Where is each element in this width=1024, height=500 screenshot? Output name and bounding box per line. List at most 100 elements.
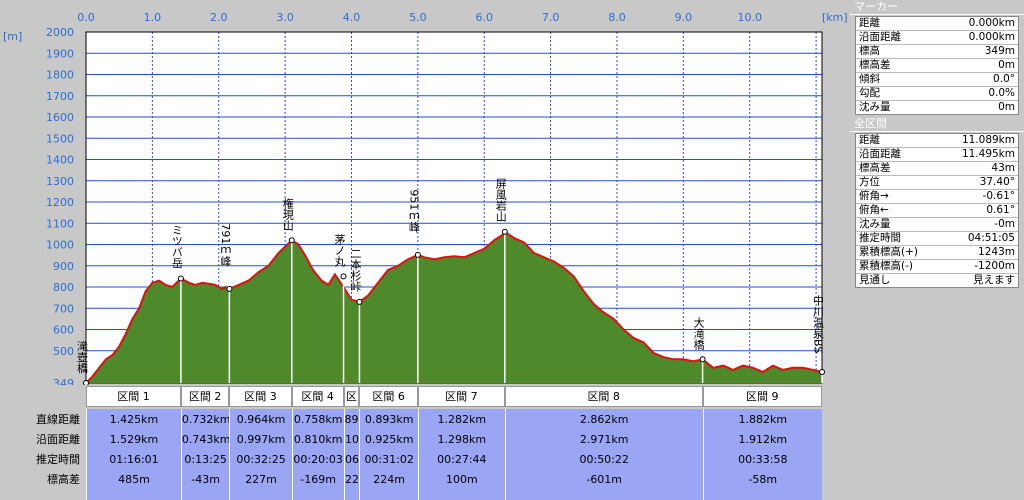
- info-row: 勾配 0.0%: [856, 87, 1018, 101]
- segment-cell: 0.732km: [181, 413, 230, 426]
- segment-cell: 1.912km: [738, 433, 788, 446]
- y-tick-label: 1200: [46, 196, 74, 209]
- x-unit-label: [km]: [822, 11, 848, 24]
- info-value: 43m: [991, 162, 1015, 174]
- segment-header[interactable]: 区間 9: [702, 386, 822, 407]
- marker-point[interactable]: [288, 237, 295, 244]
- marker-point[interactable]: [177, 275, 184, 282]
- segment-cell: 485m: [118, 473, 150, 486]
- y-tick-label: 800: [53, 281, 74, 294]
- info-row: 標高差 0m: [856, 59, 1018, 73]
- y-tick-label: 2000: [46, 26, 74, 39]
- marker-label: 951ｍ峰: [407, 189, 420, 232]
- marker-point[interactable]: [414, 251, 421, 258]
- x-tick-label: 1.0: [144, 11, 162, 24]
- x-tick-label: 5.0: [409, 11, 427, 24]
- segment-header[interactable]: 区間 6: [359, 386, 418, 407]
- info-label: 標高差: [859, 162, 891, 174]
- marker-point[interactable]: [501, 228, 508, 235]
- info-value: 349m: [984, 45, 1015, 57]
- segment-cell: 100m: [445, 473, 478, 486]
- segment-header[interactable]: 区: [343, 386, 360, 407]
- marker-point[interactable]: [340, 273, 347, 280]
- segment-header[interactable]: 区間 8: [504, 386, 703, 407]
- info-label: 見通し: [859, 274, 891, 286]
- info-row: 傾斜 0.0°: [856, 73, 1018, 87]
- x-tick-label: 9.0: [675, 11, 693, 24]
- segment-cell: 224m: [373, 473, 405, 486]
- segment-cell: -58m: [748, 473, 778, 486]
- segment-cell: -43m: [191, 473, 220, 486]
- segment-cell: 891: [344, 413, 360, 426]
- segment-column: 0.964km 0.997km 00:32:25 227m: [229, 409, 292, 500]
- info-value: 0.0%: [988, 87, 1015, 99]
- segment-header[interactable]: 区間 2: [180, 386, 230, 407]
- marker-point[interactable]: [699, 356, 706, 363]
- info-row: 俯角→ -0.61°: [856, 190, 1018, 204]
- marker-point[interactable]: [226, 285, 233, 292]
- info-row: 標高 349m: [856, 45, 1018, 59]
- y-tick-label: 349: [53, 377, 74, 385]
- info-label: 俯角←: [859, 204, 889, 216]
- y-tick-label: 500: [53, 345, 74, 358]
- segment-headers: 区間 1 区間 2 区間 3 区間 4 区区間 6 区間 7 区間 8 区間 9: [86, 385, 822, 407]
- segment-column: 0.758km 0.810km 00:20:03 -169m: [291, 409, 344, 500]
- segment-header[interactable]: 区間 3: [229, 386, 292, 407]
- info-value: 見えます: [973, 274, 1015, 286]
- total-section-title: 全区間: [850, 117, 1024, 132]
- segment-column: 0.732km 0.743km 0:13:25 -43m: [180, 409, 230, 500]
- y-tick-label: 1400: [46, 154, 74, 167]
- info-row: 沿面距離 11.495km: [856, 148, 1018, 162]
- total-info-table: 距離 11.089km 沿面距離 11.495km 標高差 43m 方位 37.40° 俯角→ -…: [855, 133, 1019, 288]
- info-row: 推定時間 04:51:05: [856, 232, 1018, 246]
- y-tick-label: 600: [53, 324, 74, 337]
- info-row: 累積標高(+) 1243m: [856, 246, 1018, 260]
- info-value: -0.61°: [982, 190, 1015, 202]
- segment-cell: 00:31:02: [364, 453, 414, 466]
- y-tick-label: 1800: [46, 69, 74, 82]
- segment-header[interactable]: 区間 7: [417, 386, 505, 407]
- y-tick-label: 900: [53, 260, 74, 273]
- segment-cell: 00:33:58: [738, 453, 788, 466]
- info-label: 推定時間: [859, 232, 901, 244]
- info-label: 沿面距離: [859, 148, 901, 160]
- info-row: 見通し 見えます: [856, 274, 1018, 287]
- segment-header[interactable]: 区間 1: [86, 386, 181, 407]
- segment-row-label: 標高差: [47, 473, 80, 486]
- segment-cell: 0.893km: [364, 413, 414, 426]
- segment-cell: 0.810km: [293, 433, 343, 446]
- y-tick-label: 1700: [46, 90, 74, 103]
- y-tick-label: 1900: [46, 47, 74, 60]
- x-tick-label: 10.0: [737, 11, 762, 24]
- segment-row-label: 推定時間: [36, 453, 80, 466]
- elevation-fill: [86, 231, 822, 383]
- y-tick-label: 1500: [46, 132, 74, 145]
- info-row: 標高差 43m: [856, 162, 1018, 176]
- segment-cell: 0:13:25: [184, 453, 227, 466]
- info-label: 累積標高(+): [859, 246, 918, 258]
- segment-cell: 0.925km: [364, 433, 414, 446]
- marker-point[interactable]: [356, 298, 363, 305]
- info-row: 沈み量 -0m: [856, 218, 1018, 232]
- y-tick-label: 1100: [46, 217, 74, 230]
- info-label: 勾配: [859, 87, 880, 99]
- segment-cell: 06: [344, 453, 359, 466]
- segment-cell: 22: [344, 473, 359, 486]
- info-row: 方位 37.40°: [856, 176, 1018, 190]
- marker-point[interactable]: [83, 380, 89, 386]
- x-tick-labels: 0.0 1.0 2.0 3.0 4.0 5.0 6.0 7.0 8.0 9.0 10.0: [77, 11, 762, 24]
- elevation-line: [85, 230, 823, 384]
- info-value: 11.089km: [961, 134, 1015, 146]
- segment-header[interactable]: 区間 4: [291, 386, 344, 407]
- marker-point[interactable]: [819, 369, 825, 375]
- info-label: 傾斜: [859, 73, 880, 85]
- x-tick-label: 0.0: [77, 11, 95, 24]
- segment-cell: 00:50:22: [579, 453, 629, 466]
- segment-row-label: 沿面距離: [36, 433, 80, 446]
- y-tick-labels: 2000 1900 1800 1700 1600 1500 1400 1300 1200 1100…: [46, 26, 74, 385]
- info-row: 俯角← 0.61°: [856, 204, 1018, 218]
- marker-label: 二本杉峠: [349, 248, 362, 293]
- info-label: 標高: [859, 45, 880, 57]
